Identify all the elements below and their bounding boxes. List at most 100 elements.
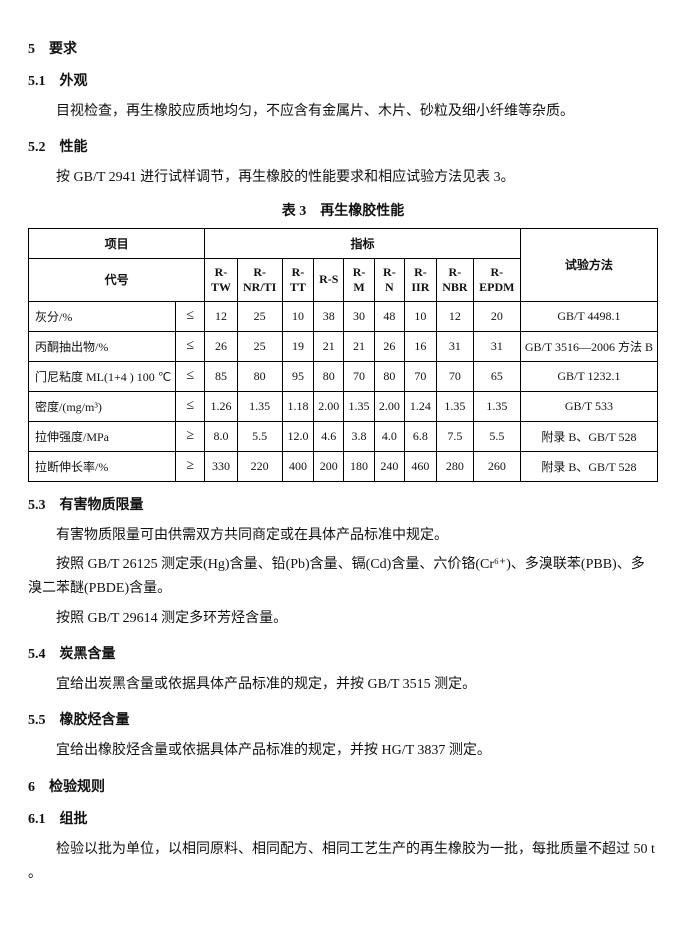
row-op: ≥ [176,421,205,451]
cell: 80 [237,361,282,391]
row-op: ≥ [176,451,205,481]
section-5-5-para: 宜给出橡胶烃含量或依据具体产品标准的规定，并按 HG/T 3837 测定。 [28,739,658,763]
table-row: 拉伸强度/MPa≥8.05.512.04.63.84.06.87.55.5附录 … [29,421,658,451]
row-label: 丙酮抽出物/% [29,331,176,361]
section-5-1-para: 目视检查，再生橡胶应质地均匀，不应含有金属片、木片、砂粒及细小纤维等杂质。 [28,100,658,124]
cell: 48 [374,301,404,331]
cell: 180 [344,451,375,481]
row-label: 密度/(mg/m³) [29,391,176,421]
cell: 12.0 [282,421,314,451]
th-code: 代号 [29,258,205,301]
cell: 1.35 [237,391,282,421]
cell: 20 [473,301,520,331]
sec-num: 5.4 [28,647,46,662]
th-target: 指标 [205,228,521,258]
cell: 26 [205,331,237,361]
cell: 200 [314,451,344,481]
row-op: ≤ [176,361,205,391]
row-method: GB/T 4498.1 [520,301,657,331]
section-5-3-p3: 按照 GB/T 29614 测定多环芳烃含量。 [28,607,658,631]
cell: 85 [205,361,237,391]
section-6-heading: 6 检验规则 [28,776,658,796]
section-6-1-heading: 6.1 组批 [28,808,658,828]
cell: 70 [436,361,473,391]
cell: 6.8 [404,421,436,451]
sec-num: 5.5 [28,713,46,728]
sec-num: 5.1 [28,74,46,89]
sec-title: 有害物质限量 [60,498,144,513]
table-3-title: 表 3 再生橡胶性能 [28,200,658,220]
cell: 38 [314,301,344,331]
section-5-heading: 5 要求 [28,38,658,58]
cell: 3.8 [344,421,375,451]
cell: 21 [314,331,344,361]
cell: 1.35 [473,391,520,421]
cell: 25 [237,331,282,361]
cell: 19 [282,331,314,361]
th-c4: R-M [344,258,375,301]
cell: 4.6 [314,421,344,451]
cell: 70 [404,361,436,391]
cell: 1.24 [404,391,436,421]
table-row: 门尼粘度 ML(1+4 ) 100 ℃≤858095807080707065GB… [29,361,658,391]
section-5-2-para: 按 GB/T 2941 进行试样调节，再生橡胶的性能要求和相应试验方法见表 3。 [28,166,658,190]
cell: 7.5 [436,421,473,451]
table-row: 密度/(mg/m³)≤1.261.351.182.001.352.001.241… [29,391,658,421]
cell: 5.5 [237,421,282,451]
row-label: 拉断伸长率/% [29,451,176,481]
cell: 95 [282,361,314,391]
cell: 2.00 [314,391,344,421]
sec-title: 要求 [49,42,77,57]
cell: 260 [473,451,520,481]
section-5-4-para: 宜给出炭黑含量或依据具体产品标准的规定，并按 GB/T 3515 测定。 [28,673,658,697]
cell: 2.00 [374,391,404,421]
row-label: 拉伸强度/MPa [29,421,176,451]
cell: 1.35 [436,391,473,421]
section-5-5-heading: 5.5 橡胶烃含量 [28,709,658,729]
th-c7: R-NBR [436,258,473,301]
sec-title: 外观 [60,74,88,89]
cell: 1.26 [205,391,237,421]
sec-num: 5.2 [28,140,46,155]
section-5-3-heading: 5.3 有害物质限量 [28,494,658,514]
row-op: ≤ [176,391,205,421]
section-5-4-heading: 5.4 炭黑含量 [28,643,658,663]
cell: 1.35 [344,391,375,421]
section-5-3-p2: 按照 GB/T 26125 测定汞(Hg)含量、铅(Pb)含量、镉(Cd)含量、… [28,553,658,601]
cell: 31 [473,331,520,361]
table-row: 丙酮抽出物/%≤262519212126163131GB/T 3516—2006… [29,331,658,361]
th-c2: R-TT [282,258,314,301]
row-method: 附录 B、GB/T 528 [520,421,657,451]
cell: 280 [436,451,473,481]
cell: 10 [404,301,436,331]
row-method: GB/T 1232.1 [520,361,657,391]
sec-title: 炭黑含量 [60,647,116,662]
th-c3: R-S [314,258,344,301]
sec-num: 5.3 [28,498,46,513]
cell: 8.0 [205,421,237,451]
cell: 16 [404,331,436,361]
cell: 240 [374,451,404,481]
cell: 25 [237,301,282,331]
table-3: 项目 指标 试验方法 代号 R-TW R-NR/TI R-TT R-S R-M … [28,228,658,482]
cell: 220 [237,451,282,481]
th-c0: R-TW [205,258,237,301]
cell: 70 [344,361,375,391]
sec-title: 性能 [60,140,88,155]
row-op: ≤ [176,331,205,361]
row-method: GB/T 533 [520,391,657,421]
th-c6: R-IIR [404,258,436,301]
sec-title: 橡胶烃含量 [60,713,130,728]
row-op: ≤ [176,301,205,331]
table-row: 灰分/%≤122510383048101220GB/T 4498.1 [29,301,658,331]
table-header-row-1: 项目 指标 试验方法 [29,228,658,258]
sec-title: 组批 [60,812,88,827]
cell: 330 [205,451,237,481]
row-method: 附录 B、GB/T 528 [520,451,657,481]
row-label: 门尼粘度 ML(1+4 ) 100 ℃ [29,361,176,391]
cell: 65 [473,361,520,391]
cell: 5.5 [473,421,520,451]
cell: 80 [374,361,404,391]
sec-num: 6 [28,780,35,795]
row-label: 灰分/% [29,301,176,331]
